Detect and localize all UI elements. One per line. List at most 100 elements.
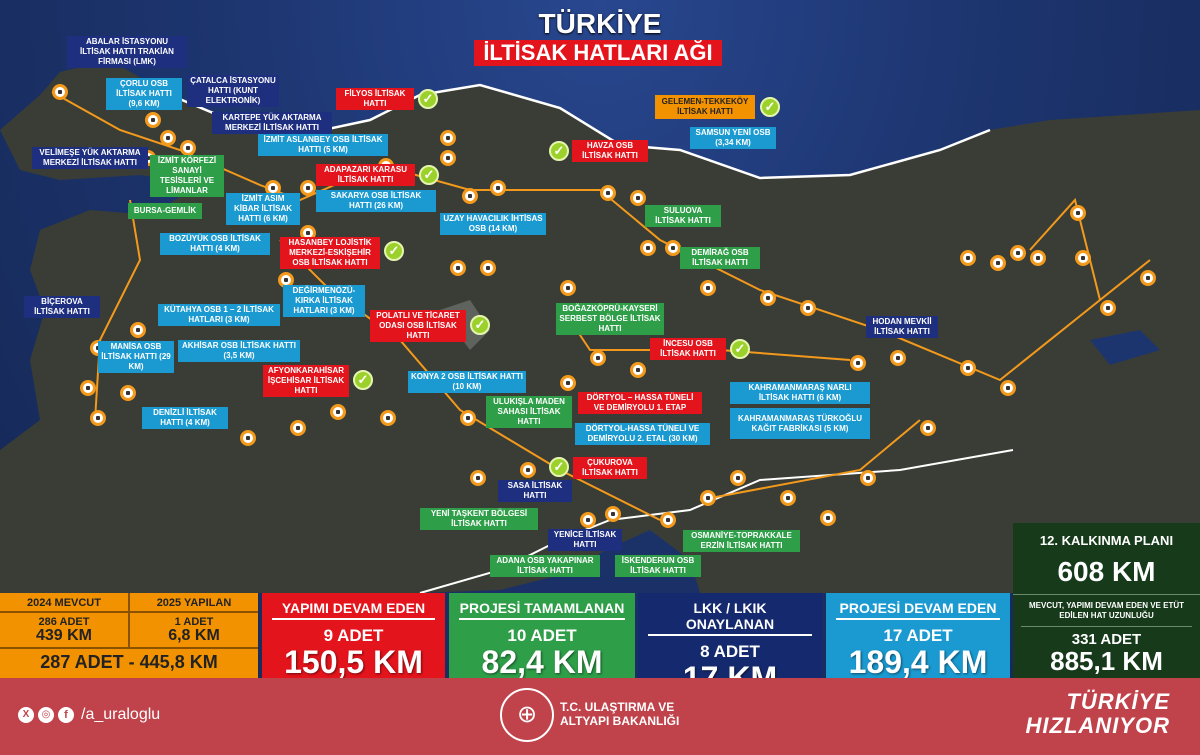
slogan-line-2: HIZLANIYOR [1025, 713, 1170, 738]
lake-van [1090, 330, 1160, 365]
panel-count: 10 ADET [507, 626, 577, 645]
train-icon [440, 130, 456, 146]
train-icon [630, 190, 646, 206]
line-label: KAHRAMANMARAŞ NARLI İLTİSAK HATTI (6 Km) [730, 382, 870, 404]
check-circle-icon: ✓ [470, 315, 490, 335]
train-icon [760, 290, 776, 306]
line-label: KAHRAMANMARAŞ TÜRKOĞLU KAĞIT FABRİKASI (… [730, 408, 870, 439]
train-icon [600, 185, 616, 201]
train-icon [130, 322, 146, 338]
existing-2024-header: 2024 MEVCUT [0, 593, 130, 611]
line-label: SASA İLTİSAK HATTI [498, 480, 572, 502]
plan-panel: 12. KALKINMA PLANI 608 KM MEVCUT, YAPIMI… [1013, 523, 1200, 678]
ministry-name-1: T.C. ULAŞTIRMA VE [560, 700, 675, 714]
page-title: TÜRKİYE [538, 8, 662, 39]
train-icon [990, 255, 1006, 271]
line-label: AKHİSAR OSB İLTİSAK HATTI (3,5 Km) [178, 340, 300, 362]
train-icon [730, 470, 746, 486]
line-label: KARTEPE YÜK AKTARMA MERKEZİ İLTİSAK HATT… [212, 112, 332, 134]
check-circle-icon: ✓ [549, 457, 569, 477]
instagram-icon[interactable]: ◎ [38, 707, 54, 723]
panel-title: LKK / LKIK ONAYLANAN [648, 600, 812, 636]
train-icon [52, 84, 68, 100]
train-icon [890, 350, 906, 366]
train-icon [1075, 250, 1091, 266]
train-icon [640, 240, 656, 256]
line-label: POLATLI VE TİCARET ODASI OSB İLTİSAK HAT… [370, 310, 466, 342]
plan-km: 608 KM [1013, 556, 1200, 595]
train-icon [1140, 270, 1156, 286]
panel-count: 17 ADET [883, 626, 953, 645]
existing-2025-header: 2025 YAPILAN [156, 597, 232, 609]
panel-km: 189,4 KM [848, 644, 988, 680]
line-label: DENİZLİ İLTİSAK HATTI (4 Km) [142, 407, 228, 429]
train-icon [590, 350, 606, 366]
project-completed-panel: PROJESİ TAMAMLANAN 10 ADET 82,4 KM [449, 593, 635, 678]
train-icon [960, 360, 976, 376]
approved-panel: LKK / LKIK ONAYLANAN 8 ADET 17 KM [638, 593, 822, 694]
train-icon [145, 112, 161, 128]
plan-total-km: 885,1 KM [1050, 646, 1163, 676]
train-icon [1000, 380, 1016, 396]
rail-line [699, 419, 921, 501]
train-icon [160, 130, 176, 146]
line-label: KÜTAHYA OSB 1 – 2 İLTİSAK HATLARI (3 Km) [158, 304, 280, 326]
train-icon [380, 410, 396, 426]
existing-2025-km: 6,8 KM [168, 627, 220, 644]
check-circle-icon: ✓ [353, 370, 373, 390]
train-icon [780, 490, 796, 506]
line-label: YENİCE İLTİSAK HATTI [548, 529, 622, 551]
train-icon [440, 150, 456, 166]
social-handle[interactable]: /a_uraloglu [81, 706, 161, 723]
train-icon [665, 240, 681, 256]
train-icon [180, 140, 196, 156]
line-label: SULUOVA İLTİSAK HATTI [645, 205, 721, 227]
check-circle-icon: ✓ [760, 97, 780, 117]
train-icon [90, 410, 106, 426]
line-label: FİLYOS İLTİSAK HATTI [336, 88, 414, 110]
train-icon [630, 362, 646, 378]
check-circle-icon: ✓ [730, 339, 750, 359]
line-label: ÇATALCA İSTASYONU HATTI (KUNT ELEKTRONİK… [187, 75, 279, 107]
train-icon [1010, 245, 1026, 261]
slogan-line-1: TÜRKİYE [1066, 689, 1170, 714]
check-circle-icon: ✓ [418, 89, 438, 109]
ministry-name-2: ALTYAPI BAKANLIĞI [560, 714, 680, 728]
train-icon [660, 512, 676, 528]
train-icon [605, 506, 621, 522]
train-icon [450, 260, 466, 276]
panel-count: 9 ADET [323, 626, 384, 645]
train-icon [580, 512, 596, 528]
existing-2024-km: 439 KM [35, 627, 93, 644]
line-label: DEĞİRMENÖZÜ-KIRKA İLTİSAK HATLARI (3 Km) [283, 285, 365, 317]
line-label: HASANBEY LOJİSTİK MERKEZİ-ESKİŞEHİR OSB … [280, 237, 380, 269]
panel-km: 150,5 KM [284, 644, 423, 680]
line-label: ADAPAZARI KARASU İLTİSAK HATTI [316, 164, 415, 186]
line-label: İZMİT ASIM KİBAR İLTİSAK HATTI (6 Km) [226, 193, 300, 225]
train-icon [920, 420, 936, 436]
line-label: İNCESU OSB İLTİSAK HATTI [650, 338, 726, 360]
line-label: BOĞAZKÖPRÜ-KAYSERİ SERBEST BÖLGE İLTİSAK… [556, 303, 664, 335]
train-icon [300, 180, 316, 196]
train-icon [1070, 205, 1086, 221]
train-icon [700, 490, 716, 506]
check-circle-icon: ✓ [384, 241, 404, 261]
line-label: SAMSUN YENİ OSB (3,34 Km) [690, 127, 776, 149]
line-label: HAVZA OSB İLTİSAK HATTI [572, 140, 648, 162]
x-icon[interactable]: X [18, 707, 34, 723]
page-subtitle: İLTİSAK HATLARI AĞI [474, 40, 722, 66]
facebook-icon[interactable]: f [58, 707, 74, 723]
plan-title: 12. KALKINMA PLANI [1039, 533, 1174, 548]
panel-count: 8 ADET [700, 642, 760, 661]
train-icon [860, 470, 876, 486]
train-icon [800, 300, 816, 316]
train-icon [330, 404, 346, 420]
line-label: SAKARYA OSB İLTİSAK HATTI (26 Km) [316, 190, 436, 212]
check-circle-icon: ✓ [419, 165, 439, 185]
panel-title: PROJESİ DEVAM EDEN [836, 600, 1000, 620]
line-label: GELEMEN-TEKKEKÖY İLTİSAK HATTI [655, 95, 755, 119]
line-label: DÖRTYOL-HASSA TÜNELİ VE DEMİRYOLU 2. ETA… [575, 423, 710, 445]
line-label: İZMİT KÖRFEZİ SANAYİ TESİSLERİ VE LİMANL… [150, 155, 224, 197]
train-icon [290, 420, 306, 436]
line-label: ABALAR İSTASYONU İLTİSAK HATTI TRAKİAN F… [67, 36, 187, 68]
